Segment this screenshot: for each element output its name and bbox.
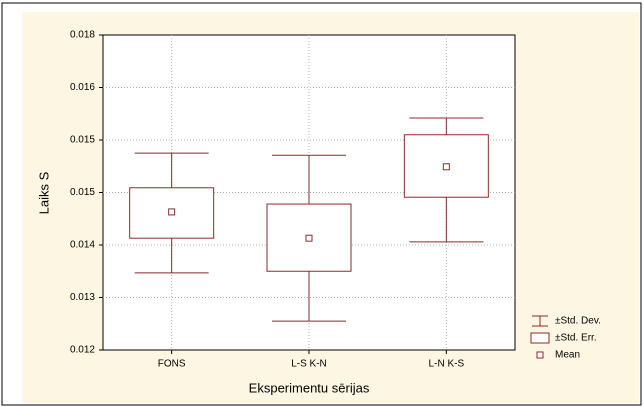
legend-label: Mean	[555, 350, 580, 361]
x-tick-label: L-N K-S	[429, 359, 465, 370]
y-tick-label: 0.015	[70, 187, 95, 198]
legend-symbol	[530, 332, 550, 344]
y-tick-label: 0.012	[70, 345, 95, 356]
y-tick-label: 0.013	[70, 292, 95, 303]
y-axis-label: Laiks S	[36, 171, 51, 214]
x-tick-label: L-S K-N	[291, 359, 327, 370]
y-tick-label: 0.015	[70, 135, 95, 146]
mean-marker	[305, 234, 313, 242]
y-tick-label: 0.014	[70, 240, 95, 251]
y-tick-label: 0.018	[70, 30, 95, 41]
mean-marker	[442, 163, 450, 171]
x-tick-label: FONS	[158, 359, 186, 370]
legend-label: ±Std. Err.	[555, 333, 597, 344]
x-axis-label: Eksperimentu sērijas	[249, 380, 370, 395]
y-tick-label: 0.016	[70, 82, 95, 93]
legend-symbol	[536, 351, 544, 359]
mean-marker	[168, 208, 176, 216]
legend-label: ±Std. Dev.	[555, 316, 601, 327]
